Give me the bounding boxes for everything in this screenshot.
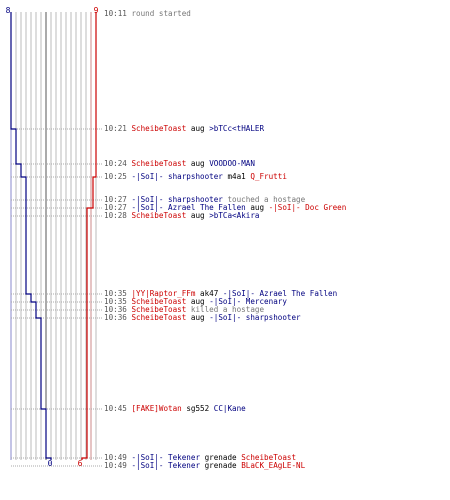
log-player-blue: -|SoI|- Tekener [131, 461, 201, 470]
log-player-red: ScheibeToast [241, 453, 297, 462]
blue-start-count: 8 [6, 6, 11, 15]
log-timestamp: 10:35 [104, 297, 127, 306]
log-weapon: grenade [204, 461, 237, 470]
log-row: 10:21 ScheibeToast aug >bTCc<tHALER [104, 124, 264, 133]
log-action: touched a hostage [227, 195, 306, 204]
log-player-red: |YY|Raptor_FFm [131, 289, 196, 298]
log-player-blue: >bTCc<tHALER [209, 124, 265, 133]
log-weapon: ak47 [200, 289, 219, 298]
log-player-blue: VOODOO-MAN [209, 159, 255, 168]
log-weapon: aug [190, 124, 205, 133]
log-row: 10:49 -|SoI|- Tekener grenade ScheibeToa… [104, 453, 296, 462]
log-timestamp: 10:49 [104, 453, 127, 462]
log-weapon: aug [190, 211, 205, 220]
log-row: 10:24 ScheibeToast aug VOODOO-MAN [104, 159, 255, 168]
log-timestamp: 10:11 [104, 9, 127, 18]
log-player-blue: -|SoI|- sharpshooter [209, 313, 301, 322]
log-player-blue: -|SoI|- Tekener [131, 453, 201, 462]
log-player-blue: -|SoI|- sharpshooter [131, 195, 223, 204]
log-timestamp: 10:36 [104, 305, 127, 314]
log-weapon: m4a1 [227, 172, 246, 181]
log-player-red: -|SoI|- Doc Green [268, 203, 347, 212]
log-timestamp: 10:36 [104, 313, 127, 322]
log-player-red: ScheibeToast [131, 211, 187, 220]
log-player-red: Q_Frutti [250, 172, 287, 181]
log-row: 10:27 -|SoI|- sharpshooter touched a hos… [104, 195, 305, 204]
log-weapon: aug [190, 159, 205, 168]
log-timestamp: 10:21 [104, 124, 127, 133]
log-player-blue: -|SoI|- Azrael The Fallen [222, 289, 338, 298]
log-timestamp: 10:27 [104, 203, 127, 212]
log-row: 10:35 |YY|Raptor_FFm ak47 -|SoI|- Azrael… [104, 289, 337, 298]
blue-end-count: 0 [48, 459, 53, 468]
log-player-red: ScheibeToast [131, 159, 187, 168]
log-weapon: aug [190, 297, 205, 306]
log-timestamp: 10:27 [104, 195, 127, 204]
log-player-red: ScheibeToast [131, 313, 187, 322]
blue-team-line [10, 12, 52, 460]
log-row: 10:28 ScheibeToast aug >bTCa<Akira [104, 211, 259, 220]
log-player-blue: >bTCa<Akira [209, 211, 260, 220]
log-player-blue: -|SoI|- Azrael The Fallen [131, 203, 246, 212]
log-row: 10:45 [FAKE]Wotan sg552 CC|Kane [104, 404, 246, 413]
log-timestamp: 10:28 [104, 211, 127, 220]
log-row: 10:11 round started [104, 9, 191, 18]
log-player-red: [FAKE]Wotan [131, 404, 182, 413]
log-player-red: ScheibeToast [131, 297, 187, 306]
log-player-red: BLaCK_EAgLE-NL [241, 461, 306, 470]
log-timestamp: 10:24 [104, 159, 127, 168]
log-row: 10:25 -|SoI|- sharpshooter m4a1 Q_Frutti [104, 172, 287, 181]
log-row: 10:49 -|SoI|- Tekener grenade BLaCK_EAgL… [104, 461, 305, 470]
log-action: killed a hostage [190, 305, 265, 314]
log-weapon: sg552 [186, 404, 210, 413]
log-weapon: grenade [204, 453, 237, 462]
log-timestamp: 10:25 [104, 172, 127, 181]
log-player-blue: -|SoI|- Mercenary [209, 297, 287, 306]
log-timestamp: 10:35 [104, 289, 127, 298]
log-weapon: aug [250, 203, 265, 212]
log-row: 10:36 ScheibeToast aug -|SoI|- sharpshoo… [104, 313, 301, 322]
log-row: 10:36 ScheibeToast killed a hostage [104, 305, 264, 314]
log-row: 10:27 -|SoI|- Azrael The Fallen aug -|So… [104, 203, 346, 212]
log-timestamp: 10:45 [104, 404, 127, 413]
log-player-blue: -|SoI|- sharpshooter [131, 172, 223, 181]
red-team-line [81, 12, 97, 460]
red-start-count: 9 [94, 6, 99, 15]
log-row: 10:35 ScheibeToast aug -|SoI|- Mercenary [104, 297, 287, 306]
log-player-red: ScheibeToast [131, 305, 187, 314]
log-player-red: ScheibeToast [131, 124, 187, 133]
log-player-blue: CC|Kane [213, 404, 246, 413]
red-end-count: 6 [78, 459, 83, 468]
log-weapon: aug [190, 313, 205, 322]
log-timestamp: 10:49 [104, 461, 127, 470]
log-action: round started [131, 9, 191, 18]
